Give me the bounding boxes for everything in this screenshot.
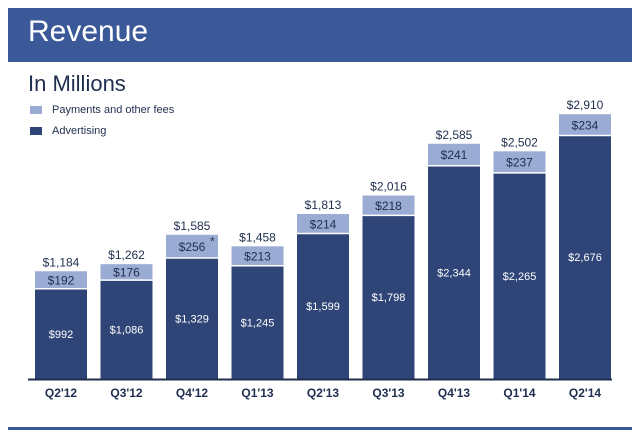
legend-item-payments: Payments and other fees — [30, 101, 174, 119]
footer-bar — [8, 427, 632, 430]
x-tick-label: Q2'12 — [45, 386, 78, 400]
bar-payments — [166, 234, 218, 259]
bar-payments — [231, 246, 284, 266]
data-label-total: $2,910 — [567, 98, 604, 112]
legend-item-advertising: Advertising — [30, 122, 174, 140]
data-label-total: $1,458 — [239, 230, 276, 244]
data-label-payments: $214 — [310, 217, 337, 231]
data-label-payments: $256 — [179, 240, 206, 254]
data-label-payments: $234 — [572, 118, 599, 132]
data-label-total: $1,813 — [305, 198, 342, 212]
bar-advertising — [493, 172, 546, 379]
data-label-advertising: $2,344 — [437, 267, 471, 279]
data-label-payments: $218 — [375, 199, 402, 213]
data-label-advertising: $1,599 — [306, 301, 340, 313]
data-label-advertising: $1,086 — [110, 325, 144, 337]
data-label-payments: $237 — [506, 156, 533, 170]
chart-title: Revenue — [28, 15, 149, 48]
x-tick-label: Q2'13 — [307, 386, 340, 400]
data-label-total: $1,585 — [174, 219, 211, 233]
annotation-asterisk: * — [210, 234, 215, 248]
legend-swatch-payments — [30, 106, 42, 114]
x-tick-label: Q3'12 — [110, 386, 143, 400]
legend-label-advertising: Advertising — [52, 125, 107, 137]
data-label-payments: $176 — [113, 266, 140, 280]
bar-advertising — [166, 258, 218, 379]
x-tick-label: Q4'12 — [176, 386, 209, 400]
bar-payments — [297, 214, 349, 234]
bar-advertising — [428, 165, 480, 379]
data-label-total: $1,262 — [108, 248, 145, 262]
chart-subtitle: In Millions — [28, 71, 126, 96]
bar-payments — [100, 264, 153, 281]
x-tick-label: Q1'13 — [241, 386, 274, 400]
bar-advertising — [297, 233, 349, 379]
bar-advertising — [231, 265, 284, 379]
data-label-advertising: $1,245 — [241, 317, 275, 329]
data-label-payments: $241 — [441, 148, 468, 162]
data-label-advertising: $1,329 — [175, 314, 209, 326]
bar-payments — [362, 195, 415, 216]
x-tick-label: Q2'14 — [569, 386, 602, 400]
bar-payments — [493, 151, 546, 173]
data-label-total: $1,184 — [43, 255, 80, 269]
x-tick-label: Q3'13 — [372, 386, 405, 400]
data-label-advertising: $992 — [49, 329, 73, 341]
bar-payments — [428, 143, 480, 166]
bar-advertising — [362, 215, 415, 379]
bar-advertising — [559, 135, 611, 379]
x-tick-label: Q4'13 — [438, 386, 471, 400]
data-label-total: $2,585 — [436, 128, 473, 142]
legend-swatch-advertising — [30, 127, 42, 135]
data-label-total: $2,502 — [501, 135, 538, 149]
data-label-payments: $213 — [244, 250, 271, 264]
data-label-total: $2,016 — [370, 180, 407, 194]
bar-advertising — [100, 280, 153, 379]
data-label-advertising: $2,676 — [568, 252, 602, 264]
legend-label-payments: Payments and other fees — [52, 104, 175, 116]
x-tick-label: Q1'14 — [503, 386, 536, 400]
bar-payments — [35, 271, 87, 289]
bar-advertising — [35, 288, 87, 379]
legend: Payments and other fees Advertising — [30, 101, 174, 143]
data-label-advertising: $2,265 — [503, 271, 537, 283]
bar-payments — [559, 114, 611, 136]
data-label-advertising: $1,798 — [372, 292, 406, 304]
data-label-payments: $192 — [48, 273, 75, 287]
header-bar — [8, 8, 632, 62]
